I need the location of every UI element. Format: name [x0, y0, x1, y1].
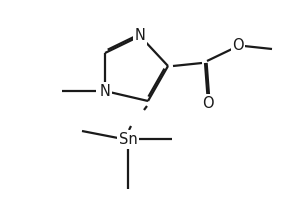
Text: N: N: [135, 28, 146, 43]
Text: N: N: [100, 84, 110, 99]
Text: Sn: Sn: [118, 131, 137, 146]
Text: O: O: [232, 38, 244, 54]
Text: O: O: [202, 96, 214, 111]
